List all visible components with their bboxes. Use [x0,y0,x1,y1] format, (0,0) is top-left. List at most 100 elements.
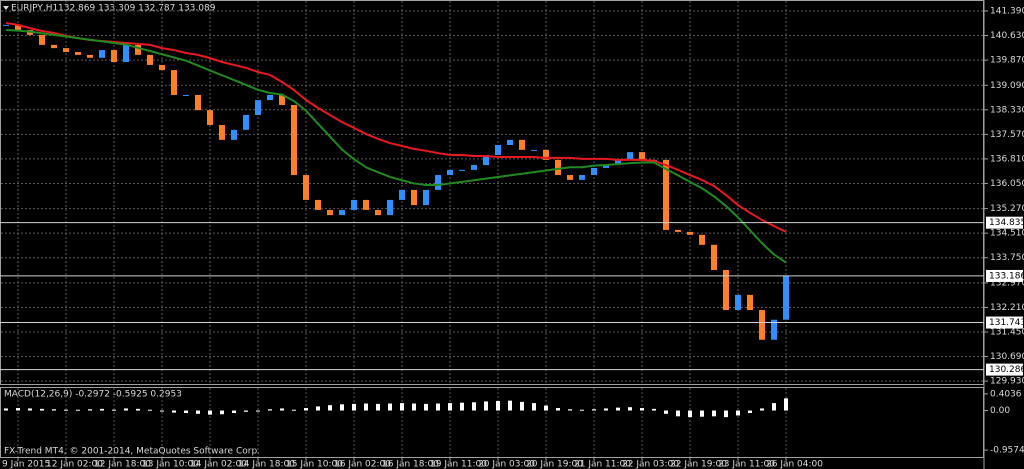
histogram-bar [508,400,512,411]
histogram-bar [352,403,356,411]
y-tick-label: 136.810 [990,154,1024,164]
histogram-bar [16,408,20,411]
histogram-bar [340,404,344,411]
candle [483,155,489,166]
candle [39,34,45,45]
candle [315,199,321,210]
candle [99,50,105,58]
candle [759,310,765,340]
candle [591,167,597,176]
histogram-bar [424,403,428,411]
histogram-bar [448,403,452,411]
histogram-bar [232,410,236,414]
moving-average [5,29,787,264]
histogram-bar [172,410,176,413]
histogram-bar [376,403,380,411]
x-tick-label: 23 Jan 11:00 [718,460,775,469]
histogram-bar [88,409,92,411]
histogram-bar [400,403,404,411]
histogram-bar [724,410,728,418]
histogram-bar [496,401,500,411]
symbol-icon [3,6,9,10]
histogram-bar [700,410,704,417]
candle [327,209,333,216]
x-tick-label: 19 Jan 11:00 [430,460,487,469]
candle [711,244,717,270]
x-tick-label: 9 Jan 2015 [2,460,50,469]
candle [627,152,633,160]
candle [699,234,705,245]
histogram-bar [64,409,68,411]
x-tick-label: 12 Jan 02:00 [46,460,103,469]
candle [435,175,441,190]
candle [771,319,777,340]
candle [543,149,549,160]
histogram-bar [712,410,716,417]
histogram-bar [76,409,80,411]
candle [459,169,465,171]
candle [687,231,693,235]
candle [183,94,189,96]
histogram-bar [364,403,368,411]
histogram-bar [472,402,476,411]
candle [123,44,129,63]
x-tick-label: 20 Jan 03:00 [478,460,535,469]
histogram-bar [460,402,464,411]
x-tick-label: 20 Jan 19:00 [526,460,583,469]
candle [339,209,345,216]
level-label: 130.286 [989,365,1024,375]
histogram-bar [604,408,608,411]
candle [3,24,9,26]
candle [411,189,417,206]
candle [531,149,537,151]
copyright: FX-Trend MT4, © 2001-2014, MetaQuotes So… [4,447,260,457]
x-tick-label: 14 Jan 18:00 [238,460,295,469]
candle [507,139,513,146]
histogram-bar [736,410,740,416]
candle [303,175,309,200]
candle [63,48,69,52]
candle [195,94,201,111]
histogram-bar [124,408,128,411]
histogram-bar [100,408,104,411]
candle [675,229,681,232]
x-tick-label: 14 Jan 02:00 [190,460,247,469]
candle [231,129,237,140]
candle [15,24,21,31]
candle [423,189,429,206]
histogram-bar [568,409,572,411]
candle [135,44,141,55]
histogram-bar [556,408,560,411]
histogram-bar [676,410,680,417]
y-tick-label: 140.630 [990,31,1024,41]
histogram-bar [388,403,392,411]
histogram-bar [4,408,8,411]
histogram-bar [280,408,284,411]
histogram-bar [616,407,620,411]
symbol: EURJPY,H1 [11,4,58,14]
histogram-bar [592,409,596,411]
y-tick-label: 135.270 [990,204,1024,214]
histogram-bar [484,401,488,411]
histogram-bar [160,410,164,412]
histogram-bar [304,408,308,411]
x-tick-label: 13 Jan 10:00 [142,460,199,469]
x-tick-label: 26 Jan 04:00 [766,460,823,469]
y-tick-label: 139.870 [990,56,1024,66]
candle [471,165,477,170]
candle [495,145,501,156]
histogram-bar [748,410,752,414]
y-tick-label: 137.570 [990,130,1024,140]
histogram-bar [532,403,536,411]
candle [363,199,369,210]
x-tick-label: 22 Jan 19:00 [670,460,727,469]
candle [171,70,177,95]
histogram-bar [196,410,200,414]
histogram-bar [412,403,416,411]
y-tick-label: 132.210 [990,303,1024,313]
candle [663,159,669,230]
candle [87,54,93,58]
candle [555,159,561,176]
y-tick-label: 129.930 [990,377,1024,387]
y-tick-label: 130.690 [990,352,1024,362]
